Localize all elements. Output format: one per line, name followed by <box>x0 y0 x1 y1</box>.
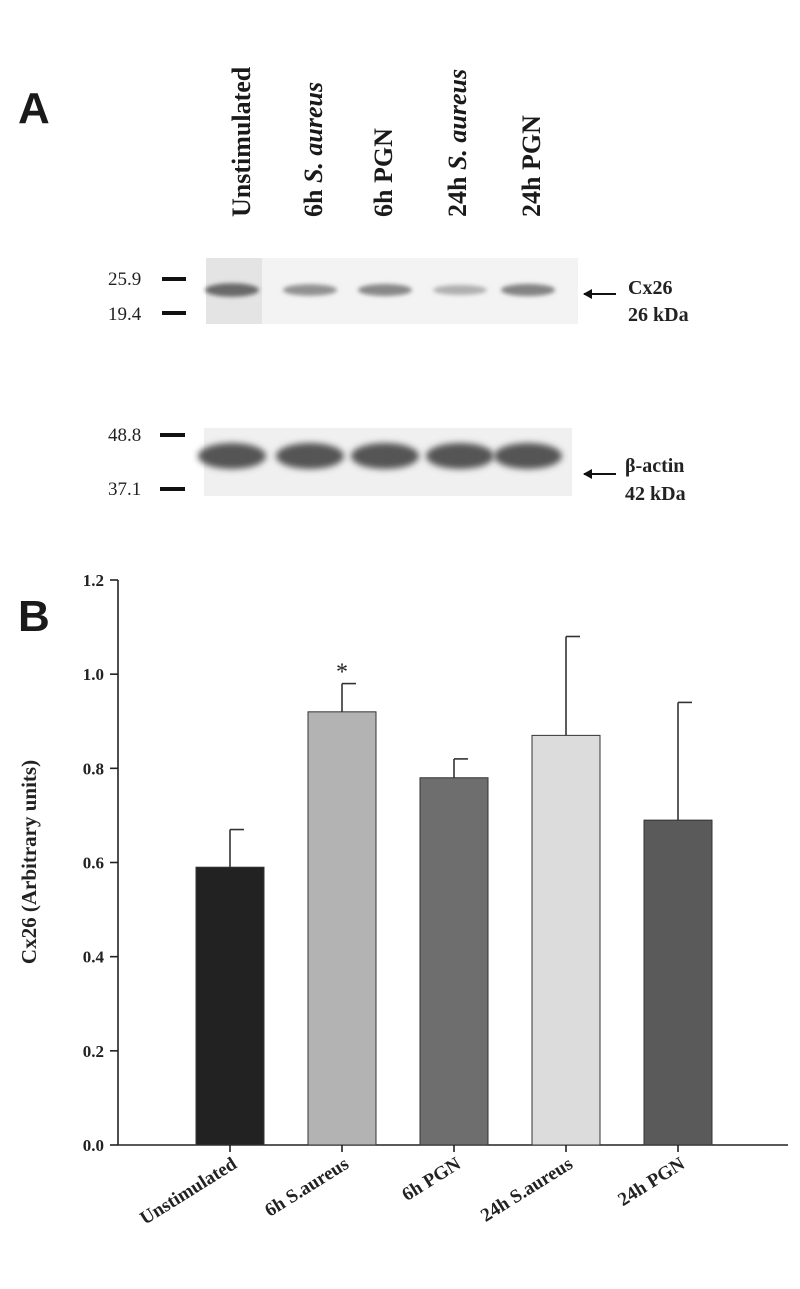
y-tick-label: 0.2 <box>83 1042 104 1061</box>
bar <box>419 777 489 1146</box>
mw-marker-25-9: 25.9 <box>108 269 141 290</box>
panel-a-letter: A <box>18 84 50 133</box>
bar <box>307 711 377 1146</box>
lane-labels: Unstimulated 6h S. aureus 6h PGN 24h S. … <box>227 66 546 217</box>
blot-size-actin: 42 kDa <box>625 483 686 505</box>
blot-label-actin: β-actin <box>625 455 684 477</box>
arrowhead-cx26 <box>583 289 592 299</box>
lane-label-6h-s-aureus: 6h S. aureus <box>299 82 328 217</box>
y-tick-label: 0.0 <box>83 1136 104 1155</box>
mw-marker-37-1: 37.1 <box>108 479 141 500</box>
cx26-band <box>205 283 259 297</box>
x-tick-label: Unstimulated <box>136 1153 241 1229</box>
cx26-band <box>433 285 487 295</box>
actin-band <box>276 443 344 469</box>
x-tick-label: 6h S.aureus <box>261 1153 352 1221</box>
y-tick-label: 1.0 <box>83 665 104 684</box>
blot-actin: 48.8 37.1 β-actin 42 kDa <box>108 425 686 505</box>
panel-b-letter: B <box>18 592 50 641</box>
x-tick-label: 6h PGN <box>398 1153 464 1205</box>
actin-band <box>198 443 266 469</box>
y-axis-title: Cx26 (Arbitrary units) <box>17 760 41 964</box>
mw-marker-19-4: 19.4 <box>108 304 142 325</box>
blot-cx26: 25.9 19.4 Cx26 26 kDa <box>108 258 689 326</box>
cx26-band <box>501 283 555 297</box>
actin-band <box>351 443 419 469</box>
blot-size-cx26: 26 kDa <box>628 304 689 326</box>
y-tick-label: 1.2 <box>83 571 104 590</box>
cx26-band <box>283 284 337 296</box>
blot-label-cx26: Cx26 <box>628 277 672 299</box>
y-tick-label: 0.4 <box>83 948 105 967</box>
lane-label-unstimulated: Unstimulated <box>227 66 256 217</box>
y-tick-label: 0.6 <box>83 854 104 873</box>
arrowhead-actin <box>583 469 592 479</box>
y-tick-label: 0.8 <box>83 759 104 778</box>
lane-label-6h-pgn: 6h PGN <box>369 128 398 217</box>
bar <box>195 866 265 1146</box>
bar-chart: Cx26 (Arbitrary units) 0.0 0.2 0.4 0.6 0.8 1.… <box>17 571 788 1229</box>
bar <box>531 734 601 1146</box>
lane-label-24h-pgn: 24h PGN <box>517 115 546 217</box>
x-tick-label: 24h S.aureus <box>477 1153 576 1226</box>
x-tick-label: 24h PGN <box>614 1153 688 1210</box>
mw-marker-48-8: 48.8 <box>108 425 141 446</box>
cx26-band <box>358 284 412 296</box>
lane-label-24h-s-aureus: 24h S. aureus <box>443 69 472 217</box>
actin-band <box>426 443 494 469</box>
significance-marker: * <box>336 660 348 686</box>
bar <box>643 819 713 1146</box>
actin-band <box>494 443 562 469</box>
